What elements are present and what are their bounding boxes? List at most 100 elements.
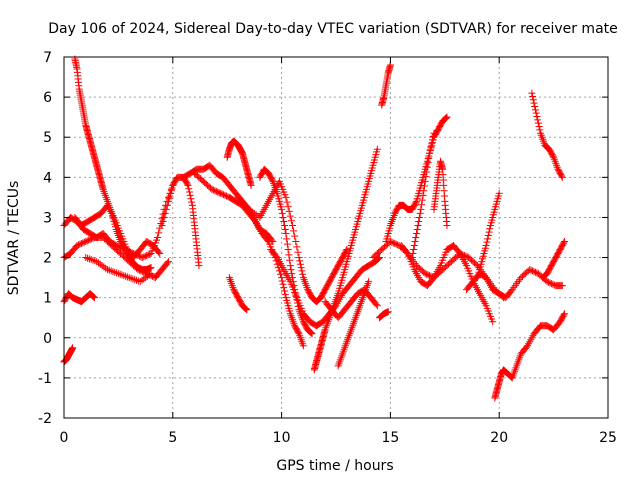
data-point: [443, 113, 451, 121]
data-point: [413, 225, 421, 233]
data-point: [184, 181, 192, 189]
data-point: [424, 271, 432, 279]
data-point: [408, 254, 416, 262]
data-point: [250, 209, 258, 217]
data-point: [486, 225, 494, 233]
data-point: [140, 275, 148, 283]
data-point: [125, 274, 133, 282]
data-point: [403, 248, 411, 256]
data-point: [534, 116, 542, 124]
data-point: [533, 112, 541, 120]
data-point: [391, 240, 399, 248]
data-point: [421, 270, 429, 278]
data-point: [69, 344, 77, 352]
data-point: [280, 284, 288, 292]
data-point: [90, 294, 98, 302]
data-point: [288, 221, 296, 229]
data-point: [423, 163, 431, 171]
data-point: [429, 133, 437, 141]
data-point: [526, 266, 534, 274]
data-point: [415, 213, 423, 221]
data-point: [560, 239, 568, 247]
data-point: [558, 282, 566, 290]
data-point: [428, 136, 436, 144]
data-point: [275, 267, 283, 275]
series-arc-7: [82, 254, 155, 286]
series-arc-9: [180, 173, 203, 270]
data-point: [186, 191, 194, 199]
series-arc-14: [256, 165, 316, 338]
data-point: [249, 208, 257, 216]
data-point: [155, 248, 163, 256]
data-point: [88, 235, 96, 243]
data-point: [211, 187, 219, 195]
data-point: [269, 238, 277, 246]
data-point: [90, 293, 98, 301]
series-arc-24: [408, 129, 438, 262]
data-point: [297, 264, 305, 272]
data-point: [294, 328, 302, 336]
data-point: [560, 238, 568, 246]
data-point: [424, 159, 432, 167]
data-point: [298, 267, 306, 275]
data-point: [528, 89, 536, 97]
data-point: [85, 255, 93, 263]
x-tick-labels: 0 5 10 15 20 25: [60, 430, 617, 446]
data-point: [560, 311, 568, 319]
data-point: [127, 274, 135, 282]
series-arc-15: [267, 246, 384, 330]
data-point: [283, 235, 291, 243]
x-axis-label: GPS time / hours: [276, 458, 393, 474]
chart-title: Day 106 of 2024, Sidereal Day-to-day VTE…: [48, 21, 618, 37]
series-arc-20: [378, 61, 394, 109]
data-point: [485, 228, 493, 236]
data-point: [82, 254, 90, 262]
data-point: [536, 126, 544, 134]
data-point: [142, 274, 150, 282]
data-point: [129, 275, 137, 283]
data-point: [423, 168, 431, 176]
data-point: [268, 236, 276, 244]
data-point: [158, 221, 166, 229]
data-point: [546, 279, 554, 287]
data-point: [183, 180, 191, 188]
data-point: [415, 217, 423, 225]
data-point: [388, 238, 396, 246]
data-point: [221, 191, 229, 199]
data-point: [287, 217, 295, 225]
x-tick-label: 25: [599, 430, 617, 446]
y-tick-label: 6: [43, 90, 52, 106]
data-point: [188, 198, 196, 206]
data-point: [245, 205, 253, 213]
data-point: [114, 270, 122, 278]
data-point: [282, 193, 290, 201]
data-point: [218, 190, 226, 198]
y-tick-labels: -2 -1 0 1 2 3 4 5 6 7: [38, 50, 52, 427]
data-point: [428, 139, 436, 147]
series-arc-27: [473, 189, 503, 282]
data-point: [82, 238, 90, 246]
data-point: [134, 277, 142, 285]
data-point: [187, 195, 195, 203]
data-point: [143, 252, 151, 260]
data-point: [535, 123, 543, 131]
data-point: [195, 262, 203, 270]
data-point: [147, 270, 155, 278]
data-point: [105, 266, 113, 274]
data-point: [111, 268, 119, 276]
data-point: [172, 175, 180, 183]
data-point: [375, 254, 383, 262]
data-point: [160, 213, 168, 221]
data-point: [120, 272, 128, 280]
y-tick-label: -2: [38, 411, 52, 427]
data-point: [87, 256, 95, 264]
x-tick-label: 5: [168, 430, 177, 446]
data-point: [220, 191, 228, 199]
data-point: [215, 189, 223, 197]
data-point: [389, 239, 397, 247]
series-arc-18: [334, 278, 373, 370]
data-point: [89, 234, 97, 242]
data-point: [414, 221, 422, 229]
data-point: [208, 185, 216, 193]
data-point: [138, 254, 146, 262]
